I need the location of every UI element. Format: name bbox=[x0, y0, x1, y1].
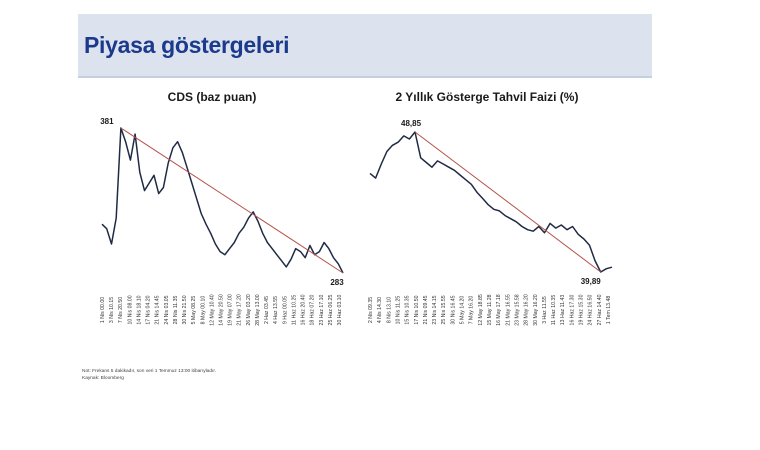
x-tick-label: 26 May 03.20 bbox=[246, 294, 252, 326]
x-tick-label: 13 Haz 11.43 bbox=[560, 295, 566, 326]
x-tick-label: 2 Haz 03.45 bbox=[264, 296, 270, 324]
x-tick-label: 12 May 10.40 bbox=[209, 294, 215, 326]
x-tick-label: 25 Nis 15.55 bbox=[441, 295, 447, 324]
x-tick-label: 21 May 17.20 bbox=[237, 294, 243, 326]
x-tick-label: 19 May 07.00 bbox=[228, 294, 234, 326]
x-tick-label: 8 May 00.10 bbox=[200, 296, 206, 325]
x-tick-label: 28 Nis 11.35 bbox=[173, 295, 179, 324]
x-tick-label: 21 May 16.55 bbox=[505, 294, 511, 326]
x-tick-label: 3 Haz 11.55 bbox=[542, 296, 548, 324]
x-tick-label: 30 Nis 21.50 bbox=[182, 295, 188, 324]
x-tick-label: 27 Haz 14.40 bbox=[597, 294, 603, 325]
cds-chart: CDS (baz puan) 381 283 1 Nis 00.00 3 Nis 10.… bbox=[100, 90, 344, 326]
bond-yield-chart: 2 Yıllık Gösterge Tahvil Faizi (%) 48,85 3… bbox=[368, 90, 613, 326]
header-underline bbox=[78, 76, 652, 78]
x-tick-label: 16 May 17.18 bbox=[496, 294, 502, 326]
x-tick-label: 1 Nis 00.00 bbox=[100, 297, 106, 323]
x-tick-label: 3 Nis 10.15 bbox=[109, 297, 115, 323]
x-tick-label: 4 Haz 13.55 bbox=[273, 296, 279, 324]
x-tick-label: 11 Haz 10.25 bbox=[291, 295, 297, 326]
x-tick-label: 4 Nis 14.30 bbox=[377, 297, 383, 323]
chart-title: 2 Yıllık Gösterge Tahvil Faizi (%) bbox=[396, 90, 579, 104]
source-note: Kaynak: Bloomberg bbox=[82, 376, 124, 381]
x-tick-label: 25 Haz 06.25 bbox=[328, 294, 334, 325]
x-tick-label: 7 May 16.20 bbox=[469, 296, 475, 325]
data-label: 283 bbox=[330, 278, 344, 287]
x-tick-label: 16 Haz 17.30 bbox=[569, 294, 575, 325]
x-tick-label: 1 Tem 13.48 bbox=[606, 296, 612, 325]
x-tick-label: 28 May 16.20 bbox=[524, 294, 530, 326]
x-tick-label: 5 May 14.20 bbox=[460, 296, 466, 325]
page-title: Piyasa göstergeleri bbox=[84, 32, 290, 58]
series-line bbox=[101, 127, 344, 274]
x-tick-label: 10 Nis 08.00 bbox=[127, 295, 133, 324]
x-tick-label: 30 Nis 16.45 bbox=[450, 295, 456, 324]
data-label: 48,85 bbox=[401, 119, 422, 128]
x-tick-label: 18 Haz 07.20 bbox=[310, 295, 316, 326]
chart-title: CDS (baz puan) bbox=[168, 90, 257, 104]
series-line bbox=[369, 131, 613, 273]
x-tick-label: 14 May 20.50 bbox=[219, 294, 225, 326]
x-tick-label: 24 Nis 03.05 bbox=[164, 295, 170, 324]
x-tick-label: 23 May 15.58 bbox=[515, 294, 521, 326]
x-tick-label: 17 Nis 04.20 bbox=[146, 295, 152, 324]
x-tick-label: 17 Nis 10.50 bbox=[414, 295, 420, 324]
data-label: 381 bbox=[100, 117, 114, 126]
x-tick-label: 23 Haz 17.10 bbox=[319, 294, 325, 325]
x-tick-label: 2 Nis 09.35 bbox=[368, 297, 374, 323]
x-tick-label: 8 Nis 13.10 bbox=[386, 297, 392, 323]
trend-line bbox=[120, 127, 344, 274]
header-bar: Piyasa göstergeleri bbox=[78, 14, 652, 76]
x-tick-label: 28 May 13.00 bbox=[255, 294, 261, 326]
x-tick-label: 15 Nis 10.35 bbox=[405, 295, 411, 324]
x-tick-label: 21 Nis 09.45 bbox=[423, 295, 429, 324]
trend-line bbox=[414, 131, 602, 273]
x-tick-label: 7 Nis 20.50 bbox=[118, 297, 124, 323]
x-tick-label: 14 Nis 18.10 bbox=[137, 295, 143, 324]
data-label: 39,89 bbox=[581, 277, 602, 286]
x-tick-label: 11 Haz 10.35 bbox=[551, 295, 557, 326]
x-tick-label: 21 Nis 14.45 bbox=[155, 295, 161, 324]
x-tick-label: 30 Haz 03.10 bbox=[337, 294, 343, 325]
footnote: Not: Frekans 5 dakikadır, son veri 1 Tem… bbox=[82, 369, 217, 374]
x-tick-label: 10 Nis 11.25 bbox=[396, 296, 402, 325]
x-tick-label: 12 May 18.85 bbox=[478, 294, 484, 326]
x-tick-label: 30 May 16.20 bbox=[533, 294, 539, 326]
x-tick-label: 16 Haz 20.40 bbox=[301, 294, 307, 325]
x-tick-label: 5 May 08.25 bbox=[191, 296, 197, 325]
x-tick-label: 24 Haz 16.50 bbox=[588, 294, 594, 325]
x-tick-label: 15 May 11.28 bbox=[487, 294, 493, 325]
x-tick-label: 9 Haz 00.05 bbox=[282, 296, 288, 324]
x-tick-label: 19 Haz 15.30 bbox=[579, 294, 585, 325]
x-tick-label: 23 Nis 14.15 bbox=[432, 295, 438, 324]
